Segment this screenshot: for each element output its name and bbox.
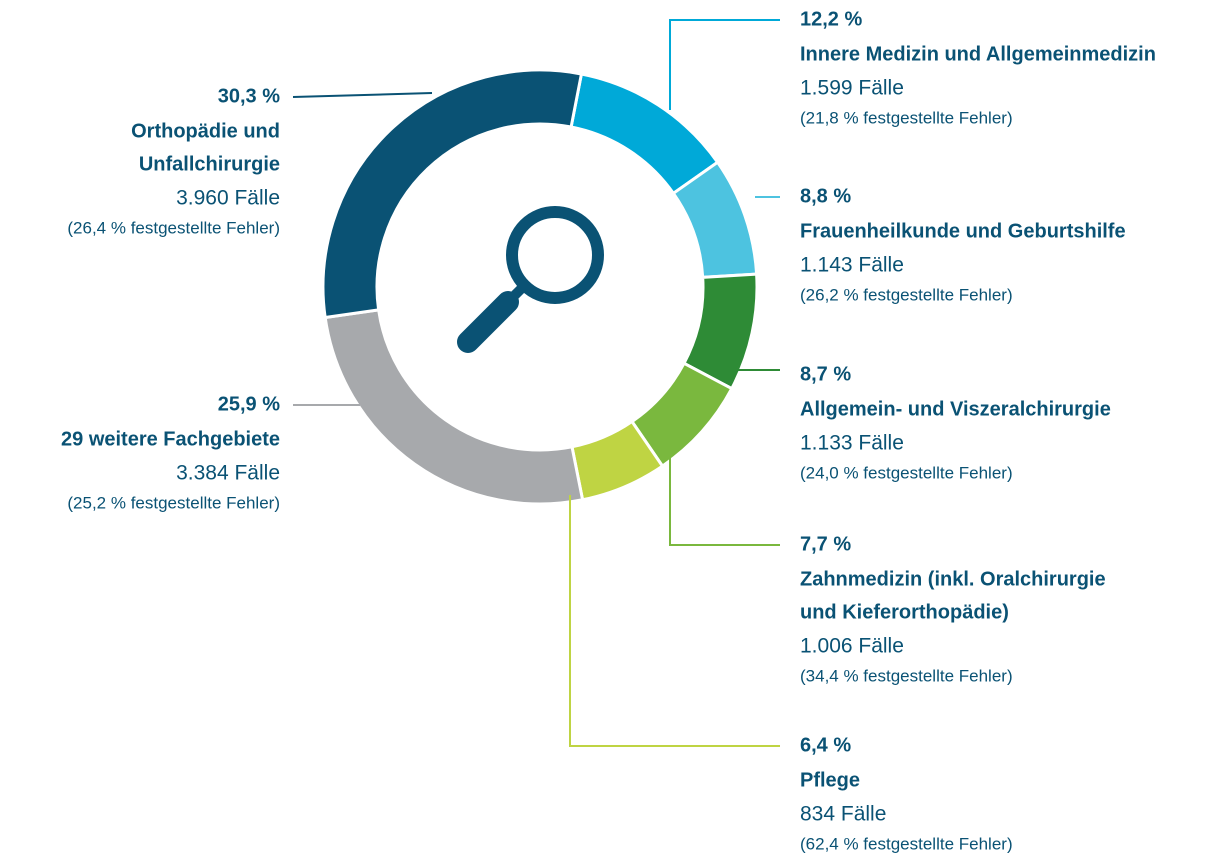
connector: [292, 92, 433, 98]
category-label: Unfallchirurgie: [139, 153, 280, 175]
percent-label: 6,4 %: [800, 734, 851, 756]
errors-label: (21,8 % festgestellte Fehler): [800, 108, 1013, 127]
percent-label: 8,7 %: [800, 363, 851, 385]
cases-label: 1.133 Fälle: [800, 432, 904, 455]
errors-label: (26,4 % festgestellte Fehler): [67, 218, 280, 237]
cases-label: 1.599 Fälle: [800, 77, 904, 100]
category-label: Allgemein- und Viszeralchirurgie: [800, 398, 1111, 420]
connector: [669, 452, 780, 546]
errors-label: (34,4 % festgestellte Fehler): [800, 666, 1013, 685]
cases-label: 1.143 Fälle: [800, 254, 904, 277]
connector: [569, 495, 780, 747]
percent-label: 8,8 %: [800, 185, 851, 207]
category-label: Frauenheilkunde und Geburtshilfe: [800, 220, 1126, 242]
category-label: Innere Medizin und Allgemeinmedizin: [800, 43, 1156, 65]
magnifier-icon: [457, 206, 604, 353]
labels: 12,2 % Innere Medizin und Allgemeinmedizi…: [61, 8, 1156, 853]
errors-label: (62,4 % festgestellte Fehler): [800, 834, 1013, 853]
errors-label: (26,2 % festgestellte Fehler): [800, 285, 1013, 304]
cases-label: 834 Fälle: [800, 803, 886, 826]
donut-slice: [323, 308, 585, 506]
percent-label: 30,3 %: [218, 85, 280, 107]
errors-label: (24,0 % festgestellte Fehler): [800, 463, 1013, 482]
errors-label: (25,2 % festgestellte Fehler): [67, 493, 280, 512]
category-label: Orthopädie und: [131, 120, 280, 142]
percent-label: 7,7 %: [800, 533, 851, 555]
donut: [321, 68, 759, 506]
cases-label: 3.960 Fälle: [176, 187, 280, 210]
donut-slice: [569, 72, 720, 196]
cases-label: 3.384 Fälle: [176, 462, 280, 485]
donut-slice: [321, 68, 584, 320]
category-label: Pflege: [800, 769, 860, 791]
connector: [669, 19, 780, 110]
percent-label: 25,9 %: [218, 393, 280, 415]
category-label: Zahnmedizin (inkl. Oralchirurgie: [800, 568, 1106, 590]
percent-label: 12,2 %: [800, 8, 862, 30]
category-label: und Kieferorthopädie): [800, 601, 1009, 623]
cases-label: 1.006 Fälle: [800, 635, 904, 658]
category-label: 29 weitere Fachgebiete: [61, 428, 280, 450]
